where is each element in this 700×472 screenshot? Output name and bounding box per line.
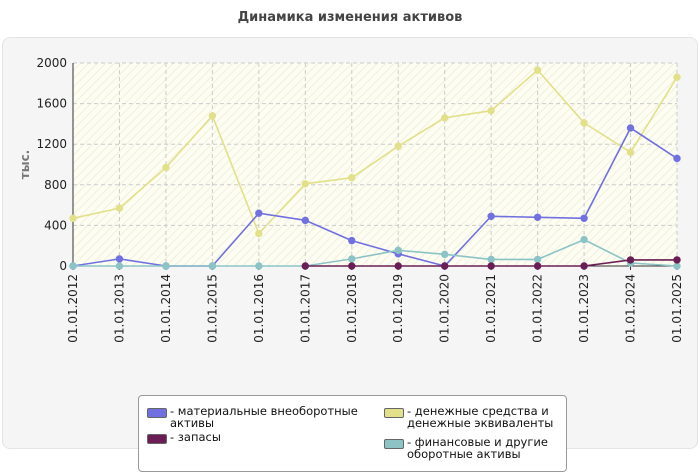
data-point [69, 262, 77, 270]
data-point [626, 256, 635, 264]
series-3 [69, 235, 681, 270]
data-point [487, 107, 495, 115]
legend-label-inventory: - запасы [170, 430, 221, 444]
legend-swatch-inventory [147, 434, 167, 444]
data-point [255, 209, 263, 217]
data-point [301, 262, 310, 270]
data-point [115, 255, 124, 263]
data-point [301, 180, 310, 188]
y-tick-label: 1600 [36, 97, 67, 111]
data-point [348, 262, 356, 270]
legend-label-material-assets: - материальные внеоборотные активы [170, 404, 358, 430]
data-point [673, 262, 681, 270]
x-tick-label: 01.01.2020 [438, 274, 452, 343]
plot-area [73, 63, 677, 266]
data-point [580, 262, 588, 270]
series-line [72, 68, 678, 235]
data-point [440, 262, 449, 270]
y-tick-label: 1200 [36, 137, 67, 151]
x-tick-label: 01.01.2014 [159, 274, 173, 343]
data-point [394, 262, 402, 270]
legend-swatch-cash [384, 408, 404, 418]
data-point [348, 173, 356, 182]
data-point [162, 163, 170, 172]
legend-label-cash: - денежные средства и денежные эквивален… [407, 404, 554, 430]
legend-item-material-assets: - материальные внеоборотные активы [147, 405, 367, 429]
data-point [580, 119, 588, 127]
data-point [673, 73, 681, 81]
x-tick-label: 01.01.2022 [531, 274, 545, 343]
data-point [440, 250, 449, 259]
data-point [208, 112, 217, 120]
data-point [626, 148, 635, 157]
data-point [255, 229, 263, 238]
series-1 [301, 256, 681, 270]
series-2 [69, 66, 681, 238]
data-point [673, 154, 681, 163]
legend-item-financial-assets: - финансовые и другие оборотные активы [384, 436, 564, 460]
data-point [487, 262, 495, 270]
y-tick-label: 400 [44, 218, 67, 232]
data-point [673, 256, 681, 264]
data-point [115, 262, 124, 270]
data-point [533, 66, 542, 74]
x-tick-label: 01.01.2018 [345, 274, 359, 343]
data-point [440, 114, 449, 122]
legend-item-inventory: - запасы [147, 431, 367, 444]
data-point [348, 255, 356, 263]
data-point [533, 213, 542, 221]
data-point [533, 255, 542, 264]
legend-swatch-material-assets [147, 408, 167, 418]
legend-swatch-financial-assets [384, 439, 404, 449]
data-point [626, 124, 635, 132]
x-tick-label: 01.01.2012 [66, 274, 80, 343]
data-point [580, 214, 588, 222]
x-tick-label: 01.01.2023 [577, 274, 591, 343]
chart-title: Динамика изменения активов [237, 10, 463, 25]
chart-plot: 0 400 800 1200 1600 2000 01.01.2012 01.01.2013 0… [18, 56, 684, 343]
data-point [394, 246, 402, 254]
legend-item-cash: - денежные средства и денежные эквивален… [384, 405, 564, 429]
x-tick-label: 01.01.2021 [484, 274, 498, 343]
data-point [580, 235, 588, 244]
x-tick-label: 01.01.2013 [112, 274, 126, 343]
data-point [162, 262, 170, 270]
data-point [487, 212, 495, 220]
data-point [69, 214, 77, 222]
legend-label-financial-assets: - финансовые и другие оборотные активы [407, 435, 548, 461]
data-point [208, 262, 217, 270]
series-line [73, 238, 678, 267]
y-tick-label: 800 [44, 178, 67, 192]
data-point [348, 236, 356, 245]
data-point [301, 216, 310, 225]
legend: - материальные внеоборотные активы - зап… [138, 395, 567, 472]
chart-panel: 0 400 800 1200 1600 2000 01.01.2012 01.01.2013 0… [2, 37, 698, 472]
x-tick-label: 01.01.2016 [252, 274, 266, 343]
x-tick-label: 01.01.2015 [205, 274, 219, 343]
data-point [487, 255, 495, 264]
x-tick-label: 01.01.2024 [624, 274, 638, 343]
data-point [115, 204, 124, 212]
data-point [394, 142, 402, 150]
x-tick-label: 01.01.2025 [670, 274, 684, 343]
x-tick-label: 01.01.2019 [391, 274, 405, 343]
data-point [255, 262, 263, 270]
y-tick-label: 0 [59, 259, 67, 273]
data-point [533, 262, 542, 270]
y-axis-label: тыс. [18, 150, 32, 179]
x-tick-label: 01.01.2017 [298, 274, 312, 343]
y-tick-label: 2000 [36, 56, 67, 70]
